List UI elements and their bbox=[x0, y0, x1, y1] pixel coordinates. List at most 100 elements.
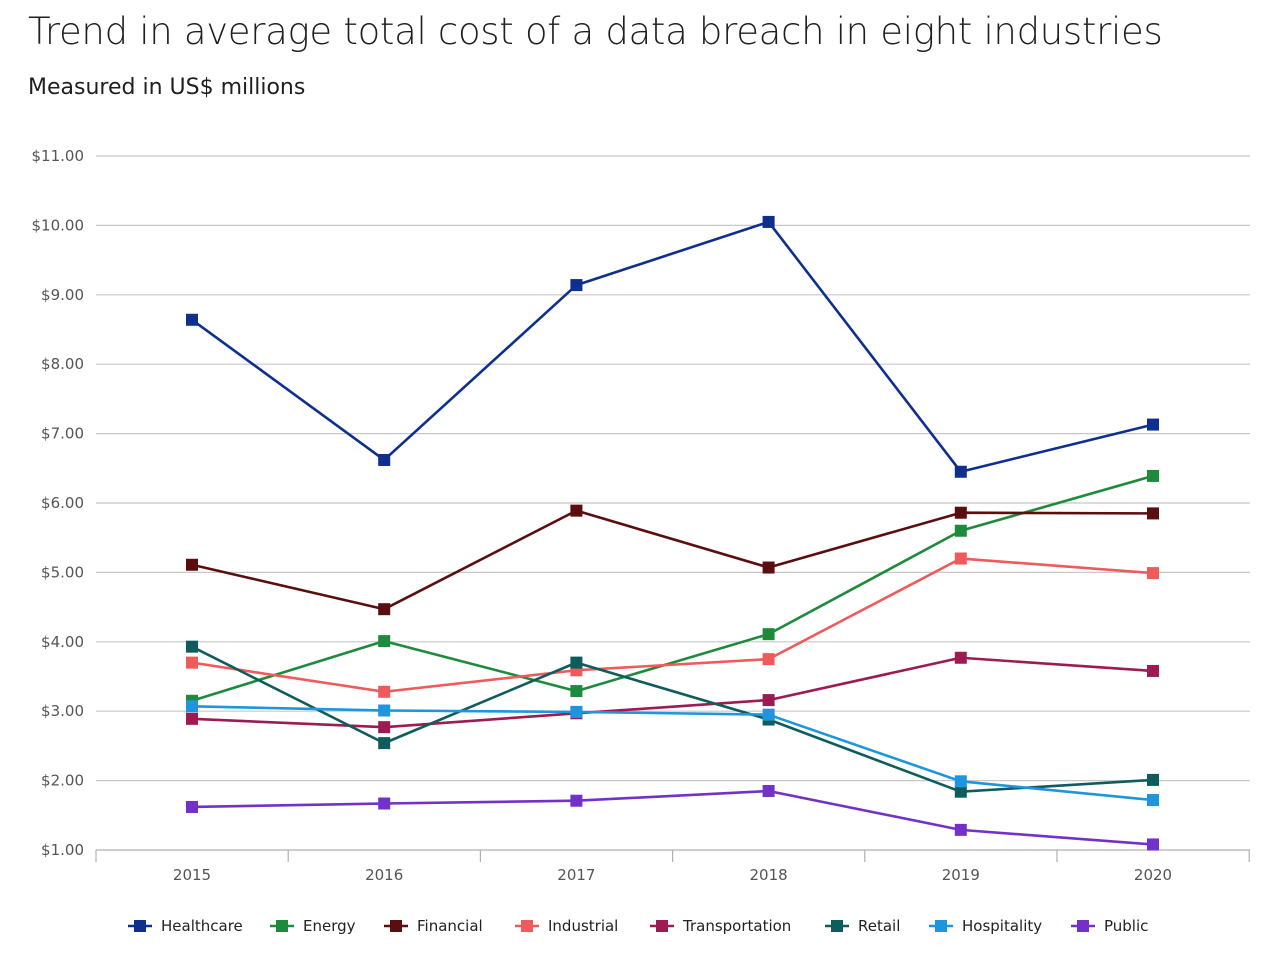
data-point bbox=[378, 453, 391, 466]
legend-item-energy: Energy bbox=[270, 917, 356, 935]
legend-label: Financial bbox=[417, 917, 483, 935]
data-point bbox=[186, 313, 198, 326]
data-point bbox=[570, 794, 583, 807]
legend-label: Industrial bbox=[548, 917, 618, 935]
legend-item-healthcare: Healthcare bbox=[128, 917, 243, 935]
legend-marker bbox=[390, 920, 402, 932]
data-point bbox=[186, 700, 198, 713]
data-point bbox=[378, 603, 391, 616]
data-point bbox=[186, 640, 198, 653]
series-line bbox=[191, 557, 1154, 694]
legend-item-hospitality: Hospitality bbox=[929, 917, 1042, 935]
y-tick-label: $3.00 bbox=[41, 702, 84, 720]
data-point bbox=[762, 653, 775, 666]
data-point bbox=[378, 685, 391, 698]
data-point bbox=[570, 705, 583, 718]
data-point bbox=[186, 800, 198, 813]
legend-marker bbox=[656, 920, 668, 932]
legend-label: Energy bbox=[303, 917, 356, 935]
series-energy bbox=[186, 469, 1159, 707]
legend-marker bbox=[134, 920, 146, 932]
data-point bbox=[378, 721, 391, 734]
data-point bbox=[1147, 469, 1159, 482]
legend-marker bbox=[831, 920, 843, 932]
y-tick-label: $10.00 bbox=[32, 216, 85, 234]
chart-subtitle: Measured in US$ millions bbox=[28, 75, 306, 100]
legend-item-transportation: Transportation bbox=[650, 917, 791, 935]
data-point bbox=[378, 704, 391, 717]
y-tick-label: $11.00 bbox=[32, 147, 85, 165]
series-public bbox=[186, 785, 1159, 851]
series-hospitality bbox=[186, 700, 1159, 807]
data-point bbox=[762, 694, 775, 707]
series-line bbox=[191, 656, 1154, 729]
legend-marker bbox=[521, 920, 533, 932]
legend-item-industrial: Industrial bbox=[515, 917, 618, 935]
data-point bbox=[1147, 794, 1159, 807]
data-point bbox=[954, 524, 967, 537]
data-point bbox=[378, 635, 391, 648]
y-tick-label: $1.00 bbox=[41, 841, 84, 859]
data-point bbox=[570, 656, 583, 669]
data-point bbox=[186, 558, 198, 571]
data-point bbox=[1147, 567, 1159, 580]
data-point bbox=[762, 628, 775, 641]
data-point bbox=[1147, 773, 1159, 786]
x-tick-label: 2020 bbox=[1134, 866, 1172, 884]
series-line bbox=[191, 474, 1154, 703]
data-point bbox=[378, 797, 391, 810]
data-point bbox=[1147, 418, 1159, 431]
y-tick-label: $5.00 bbox=[41, 563, 84, 581]
gridlines bbox=[96, 155, 1250, 782]
data-point bbox=[186, 712, 198, 725]
series-lines bbox=[186, 215, 1159, 851]
legend-marker bbox=[935, 920, 947, 932]
x-tick-label: 2016 bbox=[365, 866, 403, 884]
data-point bbox=[954, 823, 967, 836]
legend: Healthcare Energy Financial Industrial Trans… bbox=[128, 917, 1148, 935]
data-point bbox=[1147, 507, 1159, 520]
legend-label: Hospitality bbox=[962, 917, 1042, 935]
legend-label: Public bbox=[1104, 917, 1148, 935]
data-point bbox=[1147, 838, 1159, 851]
x-tick-label: 2019 bbox=[942, 866, 980, 884]
data-point bbox=[762, 215, 775, 228]
data-point bbox=[570, 279, 583, 292]
data-point bbox=[378, 737, 391, 750]
series-healthcare bbox=[186, 215, 1159, 478]
x-tick-label: 2015 bbox=[173, 866, 211, 884]
series-industrial bbox=[186, 552, 1159, 698]
data-point bbox=[954, 506, 967, 519]
y-tick-label: $8.00 bbox=[41, 355, 84, 373]
legend-label: Transportation bbox=[682, 917, 791, 935]
legend-item-retail: Retail bbox=[825, 917, 900, 935]
data-point bbox=[954, 775, 967, 788]
legend-label: Healthcare bbox=[161, 917, 243, 935]
legend-marker bbox=[1077, 920, 1089, 932]
data-point bbox=[954, 785, 967, 798]
data-point bbox=[570, 685, 583, 698]
legend-marker bbox=[276, 920, 288, 932]
series-financial bbox=[186, 504, 1159, 616]
y-axis-tick-labels: $1.00 $2.00 $3.00 $4.00 $5.00 $6.00 $7.00 $8.00… bbox=[32, 147, 85, 859]
series-line bbox=[191, 220, 1154, 474]
data-point bbox=[954, 651, 967, 664]
data-point bbox=[762, 785, 775, 798]
series-line bbox=[191, 789, 1154, 846]
data-point bbox=[954, 465, 967, 478]
legend-label: Retail bbox=[858, 917, 900, 935]
series-line bbox=[191, 645, 1154, 794]
chart-title: Trend in average total cost of a data br… bbox=[28, 10, 1163, 53]
y-tick-label: $7.00 bbox=[41, 425, 84, 443]
x-axis bbox=[95, 849, 1250, 862]
series-line bbox=[191, 509, 1154, 611]
x-tick-label: 2017 bbox=[557, 866, 595, 884]
data-point bbox=[1147, 664, 1159, 677]
data-point bbox=[186, 656, 198, 669]
series-line bbox=[191, 705, 1154, 802]
y-tick-label: $4.00 bbox=[41, 633, 84, 651]
x-axis-tick-labels: 2015 2016 2017 2018 2019 2020 bbox=[173, 866, 1172, 884]
data-point bbox=[762, 561, 775, 574]
legend-item-public: Public bbox=[1071, 917, 1148, 935]
